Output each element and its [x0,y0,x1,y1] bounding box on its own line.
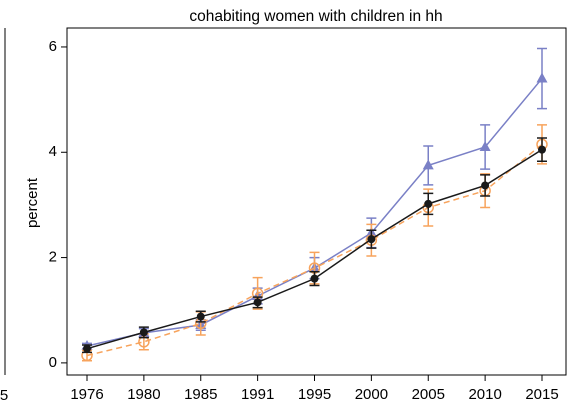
x-tick-label: 2005 [412,386,445,403]
point [83,344,91,353]
point [310,274,319,283]
x-tick-label: 2015 [525,386,558,403]
point [424,199,433,208]
point [422,159,434,170]
y-tick-label: 4 [49,143,57,160]
plot-frame [66,27,567,376]
x-tick-label: 1980 [127,386,160,403]
x-tick-label: 1976 [70,386,103,403]
x-tick-label: 2010 [468,386,501,403]
series-line [86,148,543,350]
x-tick-label: 1991 [241,386,274,403]
y-axis-label: percent [24,177,41,228]
point [196,312,205,321]
x-tick-label: 1995 [298,386,331,403]
chart-title: cohabiting women with children in hh [189,8,442,25]
series-line [86,143,543,357]
x-tick-label: 2000 [355,386,388,403]
point [253,298,262,307]
point [536,72,548,83]
point [479,141,491,152]
series-line [86,78,543,347]
x-tick-label: 1985 [184,386,217,403]
point [367,235,376,244]
y-tick-label: 2 [49,249,57,266]
left-panel-tick-label: 5 [0,387,8,404]
y-tick-label: 6 [49,38,57,55]
y-tick-label: 0 [49,354,57,371]
point [481,181,490,190]
point [139,328,148,337]
point [538,145,546,154]
